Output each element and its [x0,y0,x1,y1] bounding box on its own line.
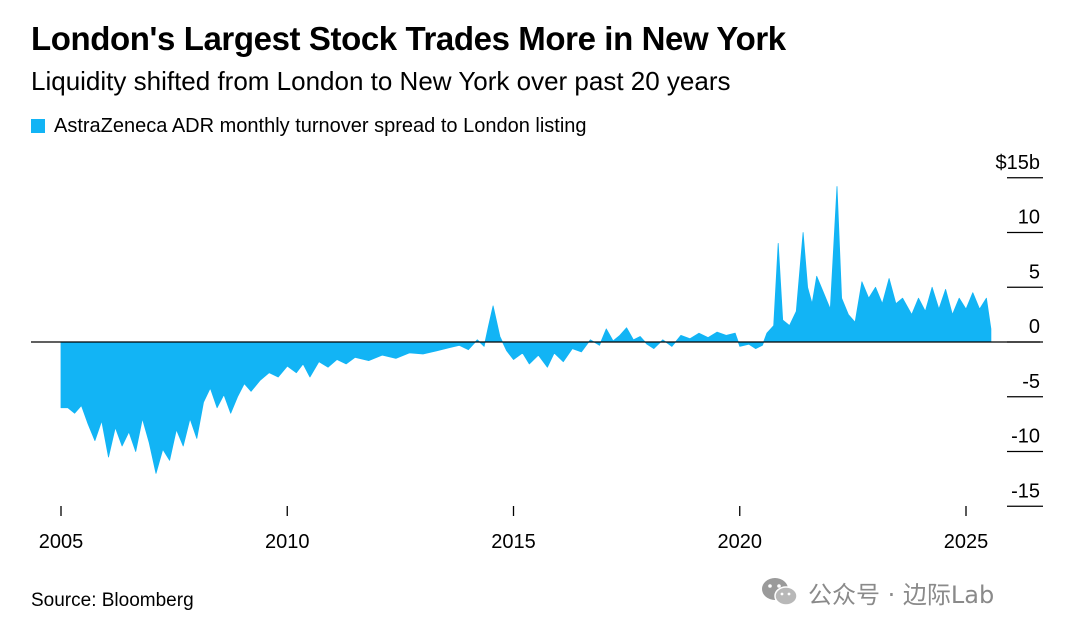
legend-label: AstraZeneca ADR monthly turnover spread … [54,114,587,137]
chart-title: London's Largest Stock Trades More in Ne… [31,20,786,57]
y-tick-label: -5 [1022,371,1040,393]
y-tick-label: $15b [996,152,1041,174]
x-tick-label: 2020 [718,531,763,553]
y-tick-label: -15 [1011,480,1040,502]
watermark-text: 公众号 · 边际Lab [808,580,995,609]
series-area-astrazeneca-adr-spread [60,186,992,474]
x-tick-label: 2010 [265,531,310,553]
x-tick-label: 2015 [491,531,536,553]
x-tick-label: 2005 [39,531,84,553]
wechat-icon [762,578,798,606]
watermark: 公众号 · 边际Lab [760,574,994,610]
y-tick-label: 5 [1029,261,1040,283]
legend: AstraZeneca ADR monthly turnover spread … [31,114,587,138]
chart-subtitle: Liquidity shifted from London to New Yor… [31,66,731,96]
x-tick-label: 2025 [944,531,989,553]
legend-swatch [31,119,45,133]
y-tick-label: -10 [1011,426,1040,448]
y-tick-label: 10 [1018,207,1040,229]
y-tick-label: 0 [1029,316,1040,338]
source-note: Source: Bloomberg [31,590,194,611]
